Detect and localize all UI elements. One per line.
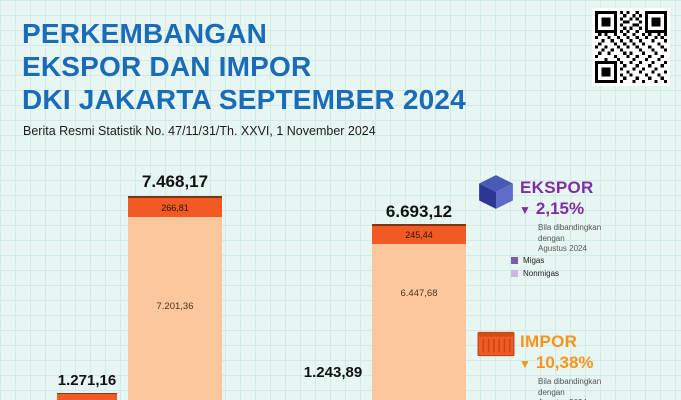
ekspor-change: ▼ 2,15% bbox=[519, 199, 584, 219]
impor-note-line-3: Agustus 2024 bbox=[538, 398, 601, 400]
impor-note: Bila dibandingkan dengan Agustus 2024 bbox=[538, 377, 601, 400]
migas-swatch-icon bbox=[511, 257, 518, 264]
title-line-1: PERKEMBANGAN bbox=[22, 18, 268, 49]
chart-legend: Migas Nonmigas bbox=[511, 256, 559, 282]
ekspor-change-value: 2,15% bbox=[535, 199, 585, 218]
impor-sep-migas-value: 245,44 bbox=[405, 230, 433, 240]
title-line-2: EKSPOR DAN IMPOR bbox=[22, 50, 312, 82]
impor-note-line-2: dengan bbox=[538, 387, 565, 397]
ekspor-sep-total-label: 1.243,89 bbox=[303, 364, 363, 381]
ekspor-note: Bila dibandingkan dengan Agustus 2024 bbox=[538, 223, 601, 255]
qr-code-icon bbox=[592, 8, 670, 86]
down-arrow-icon: ▼ bbox=[519, 203, 531, 217]
export-box-icon bbox=[479, 175, 513, 209]
impor-aug-total-label: 7.468,17 bbox=[141, 172, 209, 191]
impor-sep-nonmigas-segment: 6.447,68 bbox=[372, 244, 466, 400]
impor-change: ▼ 10,38% bbox=[519, 353, 594, 373]
ekspor-aug-bar-top bbox=[57, 393, 117, 400]
ekspor-note-line-3: Agustus 2024 bbox=[538, 244, 587, 254]
impor-sep-bar: 245,44 6.447,68 bbox=[372, 224, 466, 400]
impor-change-value: 10,38% bbox=[535, 353, 594, 372]
impor-label: IMPOR bbox=[520, 332, 578, 351]
release-subtitle: Berita Resmi Statistik No. 47/11/31/Th. … bbox=[23, 124, 376, 138]
impor-aug-nonmigas-value: 7.201,36 bbox=[156, 301, 194, 312]
impor-sep-nonmigas-value: 6.447,68 bbox=[400, 288, 438, 299]
legend-item-migas: Migas bbox=[511, 256, 559, 265]
title-line-3: DKI JAKARTA SEPTEMBER 2024 bbox=[22, 83, 466, 115]
impor-note-line-1: Bila dibandingkan bbox=[538, 377, 602, 386]
impor-sep-total-label: 6.693,12 bbox=[385, 202, 453, 221]
ekspor-note-line-1: Bila dibandingkan bbox=[538, 223, 602, 232]
ekspor-note-line-2: dengan bbox=[538, 233, 565, 243]
impor-aug-migas-segment: 266,81 bbox=[128, 196, 222, 217]
nonmigas-swatch-icon bbox=[511, 270, 518, 277]
impor-aug-nonmigas-segment: 7.201,36 bbox=[128, 217, 222, 400]
impor-aug-migas-value: 266,81 bbox=[161, 202, 189, 213]
impor-sep-migas-segment: 245,44 bbox=[372, 224, 466, 244]
legend-label-nonmigas: Nonmigas bbox=[523, 269, 560, 278]
impor-aug-bar: 266,81 7.201,36 bbox=[128, 196, 222, 400]
legend-label-migas: Migas bbox=[523, 256, 545, 265]
page-title: PERKEMBANGAN EKSPOR DAN IMPOR DKI JAKART… bbox=[22, 18, 466, 116]
ekspor-label: EKSPOR bbox=[520, 178, 594, 197]
import-container-icon bbox=[477, 331, 515, 357]
legend-item-nonmigas: Nonmigas bbox=[511, 269, 559, 278]
ekspor-aug-total-label: 1.271,16 bbox=[57, 372, 117, 389]
down-arrow-icon: ▼ bbox=[519, 357, 531, 371]
